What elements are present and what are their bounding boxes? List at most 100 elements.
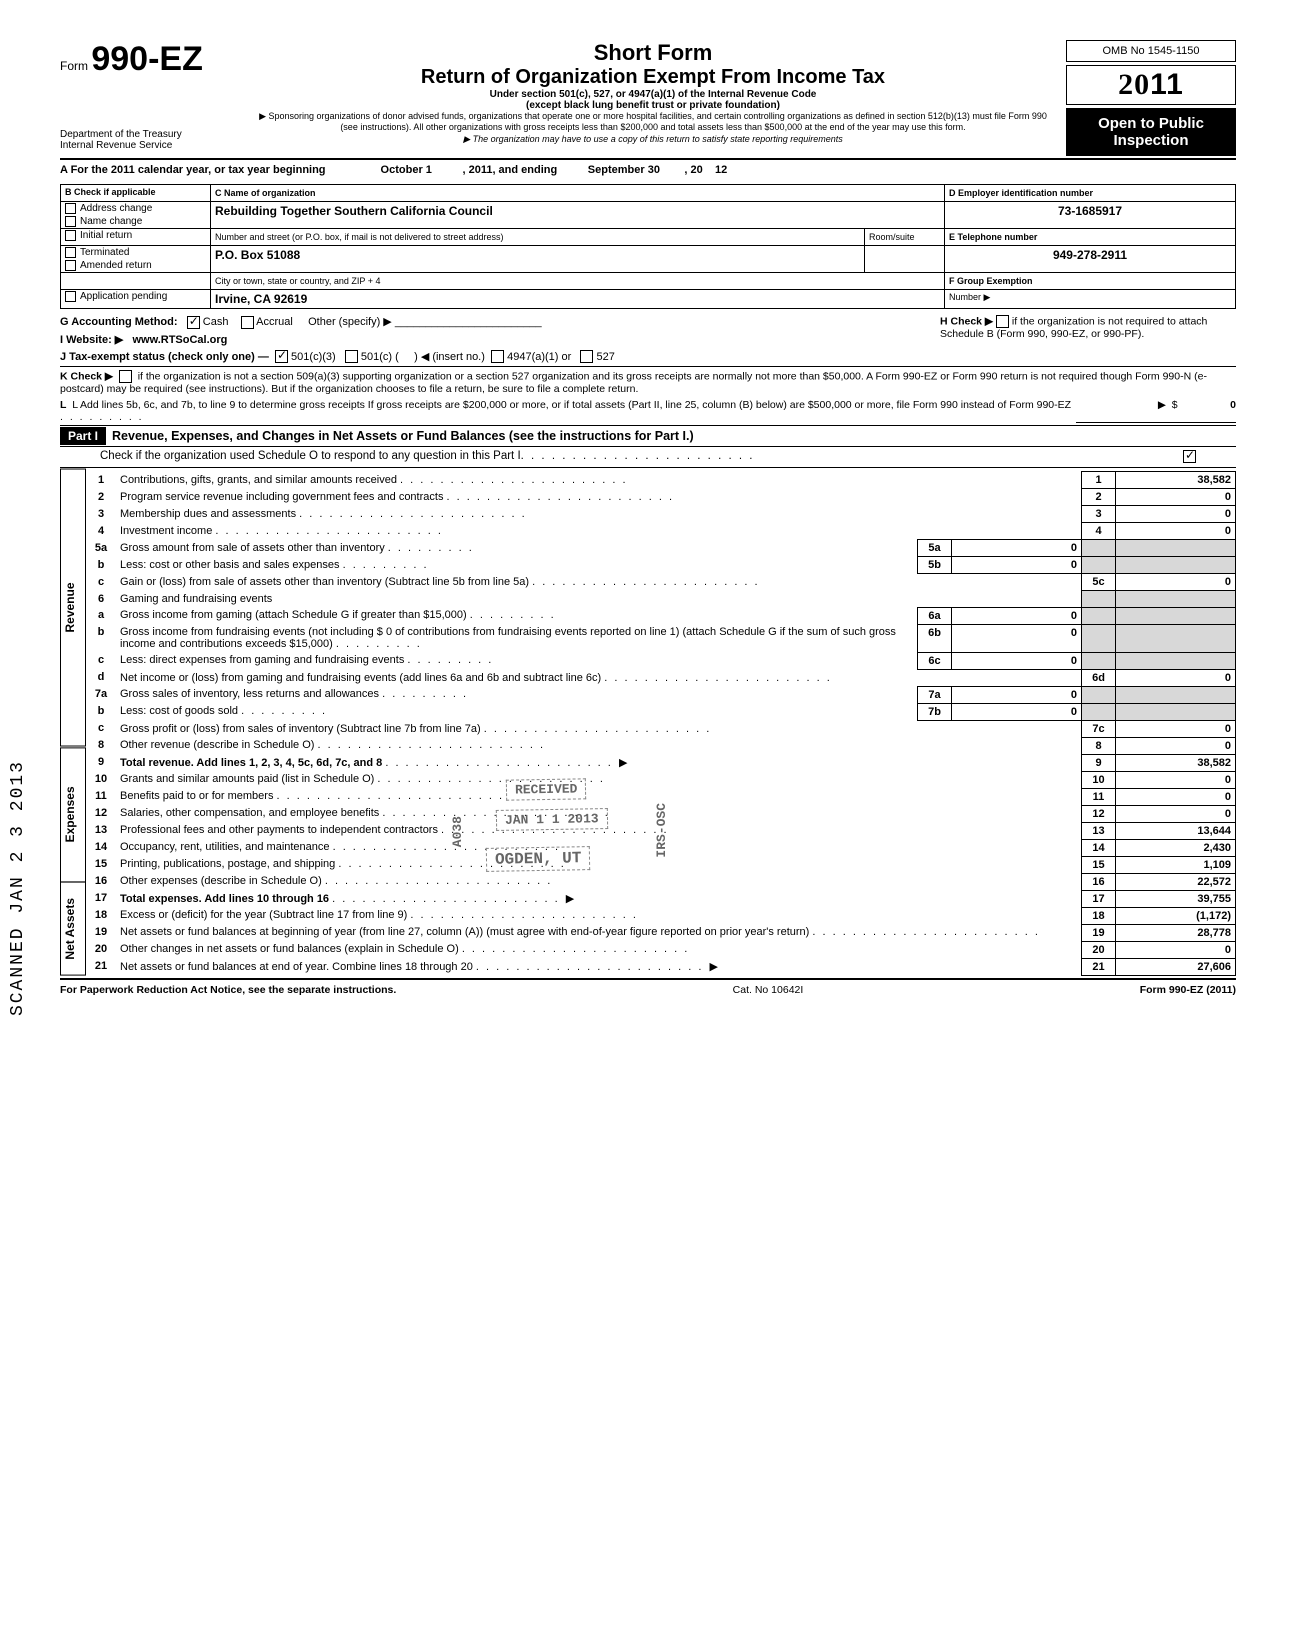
chk-527[interactable] <box>580 350 593 363</box>
dept-irs: Internal Revenue Service <box>60 140 240 151</box>
line-desc: Contributions, gifts, grants, and simila… <box>116 472 1082 489</box>
open-to-public-box: Open to Public Inspection <box>1066 108 1236 156</box>
inner-box-number: 6c <box>918 652 952 669</box>
box-number: 12 <box>1082 805 1116 822</box>
fine-print-1: ▶ Sponsoring organizations of donor advi… <box>250 111 1056 134</box>
box-number: 18 <box>1082 907 1116 924</box>
j2b-label: ) ◀ (insert no.) <box>414 351 485 363</box>
amount-value: 0 <box>1116 737 1236 754</box>
amount-value: 39,755 <box>1116 890 1236 907</box>
table-row: 19Net assets or fund balances at beginni… <box>86 924 1236 941</box>
chk-h[interactable] <box>996 315 1009 328</box>
shaded-cell <box>1116 652 1236 669</box>
chk-k[interactable] <box>119 370 132 383</box>
chk-501c3[interactable] <box>275 350 288 363</box>
amount-value: 0 <box>1116 574 1236 591</box>
fine-print-2: ▶ The organization may have to use a cop… <box>250 134 1056 145</box>
chk-accrual[interactable] <box>241 316 254 329</box>
inner-amount: 0 <box>952 686 1082 703</box>
chk-cash[interactable] <box>187 316 200 329</box>
line-a-20: , 20 <box>684 164 702 176</box>
line-desc: Program service revenue including govern… <box>116 489 1082 506</box>
shaded-cell <box>1116 557 1236 574</box>
line-number: b <box>86 703 116 720</box>
shaded-cell <box>1116 703 1236 720</box>
cash-label: Cash <box>203 316 229 328</box>
chk-schedule-o[interactable] <box>1183 450 1196 463</box>
line-desc: Occupancy, rent, utilities, and maintena… <box>116 839 1082 856</box>
end-date: September 30 <box>588 164 660 176</box>
line-number: a <box>86 607 116 624</box>
chk-501c[interactable] <box>345 350 358 363</box>
line-number: 15 <box>86 856 116 873</box>
line-number: c <box>86 720 116 737</box>
shaded-cell <box>1116 686 1236 703</box>
box-number: 5c <box>1082 574 1116 591</box>
line-desc: Gross amount from sale of assets other t… <box>116 540 918 557</box>
year-suffix: 11 <box>1150 68 1184 101</box>
chk-label: Initial return <box>80 230 132 241</box>
line-desc: Benefits paid to or for members <box>116 788 1082 805</box>
table-row: bLess: cost of goods sold 7b0 <box>86 703 1236 720</box>
line-desc: Gross profit or (loss) from sales of inv… <box>116 720 1082 737</box>
amount-value: 1,109 <box>1116 856 1236 873</box>
box-number: 6d <box>1082 669 1116 686</box>
line-desc: Gross income from gaming (attach Schedul… <box>116 607 918 624</box>
chk-label: Amended return <box>80 260 152 271</box>
box-number: 10 <box>1082 771 1116 788</box>
amount-value: 38,582 <box>1116 472 1236 489</box>
box-number: 8 <box>1082 737 1116 754</box>
line-number: 3 <box>86 506 116 523</box>
line-desc: Grants and similar amounts paid (list in… <box>116 771 1082 788</box>
line-desc: Printing, publications, postage, and shi… <box>116 856 1082 873</box>
chk-initial-return[interactable]: Initial return <box>61 229 210 242</box>
chk-app-pending[interactable]: Application pending <box>61 290 210 303</box>
amount-value: 28,778 <box>1116 924 1236 941</box>
chk-amended[interactable]: Amended return <box>61 259 210 272</box>
table-row: 3Membership dues and assessments 30 <box>86 506 1236 523</box>
h-label: H Check ▶ <box>940 315 993 327</box>
sidebar-revenue: Revenue <box>60 469 86 747</box>
l-amount: 0 <box>1230 399 1236 411</box>
other-label: Other (specify) ▶ <box>308 316 392 328</box>
amount-value: 0 <box>1116 941 1236 958</box>
table-row: dNet income or (loss) from gaming and fu… <box>86 669 1236 686</box>
shaded-cell <box>1082 686 1116 703</box>
line-number: d <box>86 669 116 686</box>
chk-address-change[interactable]: Address change <box>61 202 210 215</box>
table-row: 1Contributions, gifts, grants, and simil… <box>86 472 1236 489</box>
scanned-stamp: SCANNED JAN 2 3 2013 <box>8 760 28 1016</box>
table-row: cGain or (loss) from sale of assets othe… <box>86 574 1236 591</box>
f-label: F Group Exemption <box>949 276 1033 286</box>
amount-value: 0 <box>1116 523 1236 540</box>
line-desc: Other expenses (describe in Schedule O) <box>116 873 1082 890</box>
box-number: 7c <box>1082 720 1116 737</box>
e-label: E Telephone number <box>949 232 1037 242</box>
table-row: 18Excess or (deficit) for the year (Subt… <box>86 907 1236 924</box>
form-header: Form 990-EZ Department of the Treasury I… <box>60 40 1236 156</box>
dept-treasury: Department of the Treasury <box>60 129 240 140</box>
chk-terminated[interactable]: Terminated <box>61 246 210 259</box>
table-row: 9Total revenue. Add lines 1, 2, 3, 4, 5c… <box>86 754 1236 771</box>
line-number: 11 <box>86 788 116 805</box>
city-state-zip: Irvine, CA 92619 <box>211 290 945 308</box>
inner-box-number: 6a <box>918 607 952 624</box>
footer-mid: Cat. No 10642I <box>733 984 804 996</box>
line-number: 9 <box>86 754 116 771</box>
box-number: 19 <box>1082 924 1116 941</box>
stamp-received: RECEIVED <box>506 778 587 800</box>
amount-value: 27,606 <box>1116 958 1236 975</box>
addr-label: Number and street (or P.O. box, if mail … <box>215 232 503 242</box>
year-prefix: 20 <box>1118 68 1150 101</box>
line-desc: Other revenue (describe in Schedule O) <box>116 737 1082 754</box>
chk-4947[interactable] <box>491 350 504 363</box>
line-number: 5a <box>86 540 116 557</box>
chk-name-change[interactable]: Name change <box>61 215 210 228</box>
end-year: 12 <box>715 164 727 176</box>
j4-label: 527 <box>597 351 615 363</box>
line-desc: Excess or (deficit) for the year (Subtra… <box>116 907 1082 924</box>
line-desc: Gain or (loss) from sale of assets other… <box>116 574 1082 591</box>
table-row: 17Total expenses. Add lines 10 through 1… <box>86 890 1236 907</box>
shaded-cell <box>1116 607 1236 624</box>
box-number: 2 <box>1082 489 1116 506</box>
